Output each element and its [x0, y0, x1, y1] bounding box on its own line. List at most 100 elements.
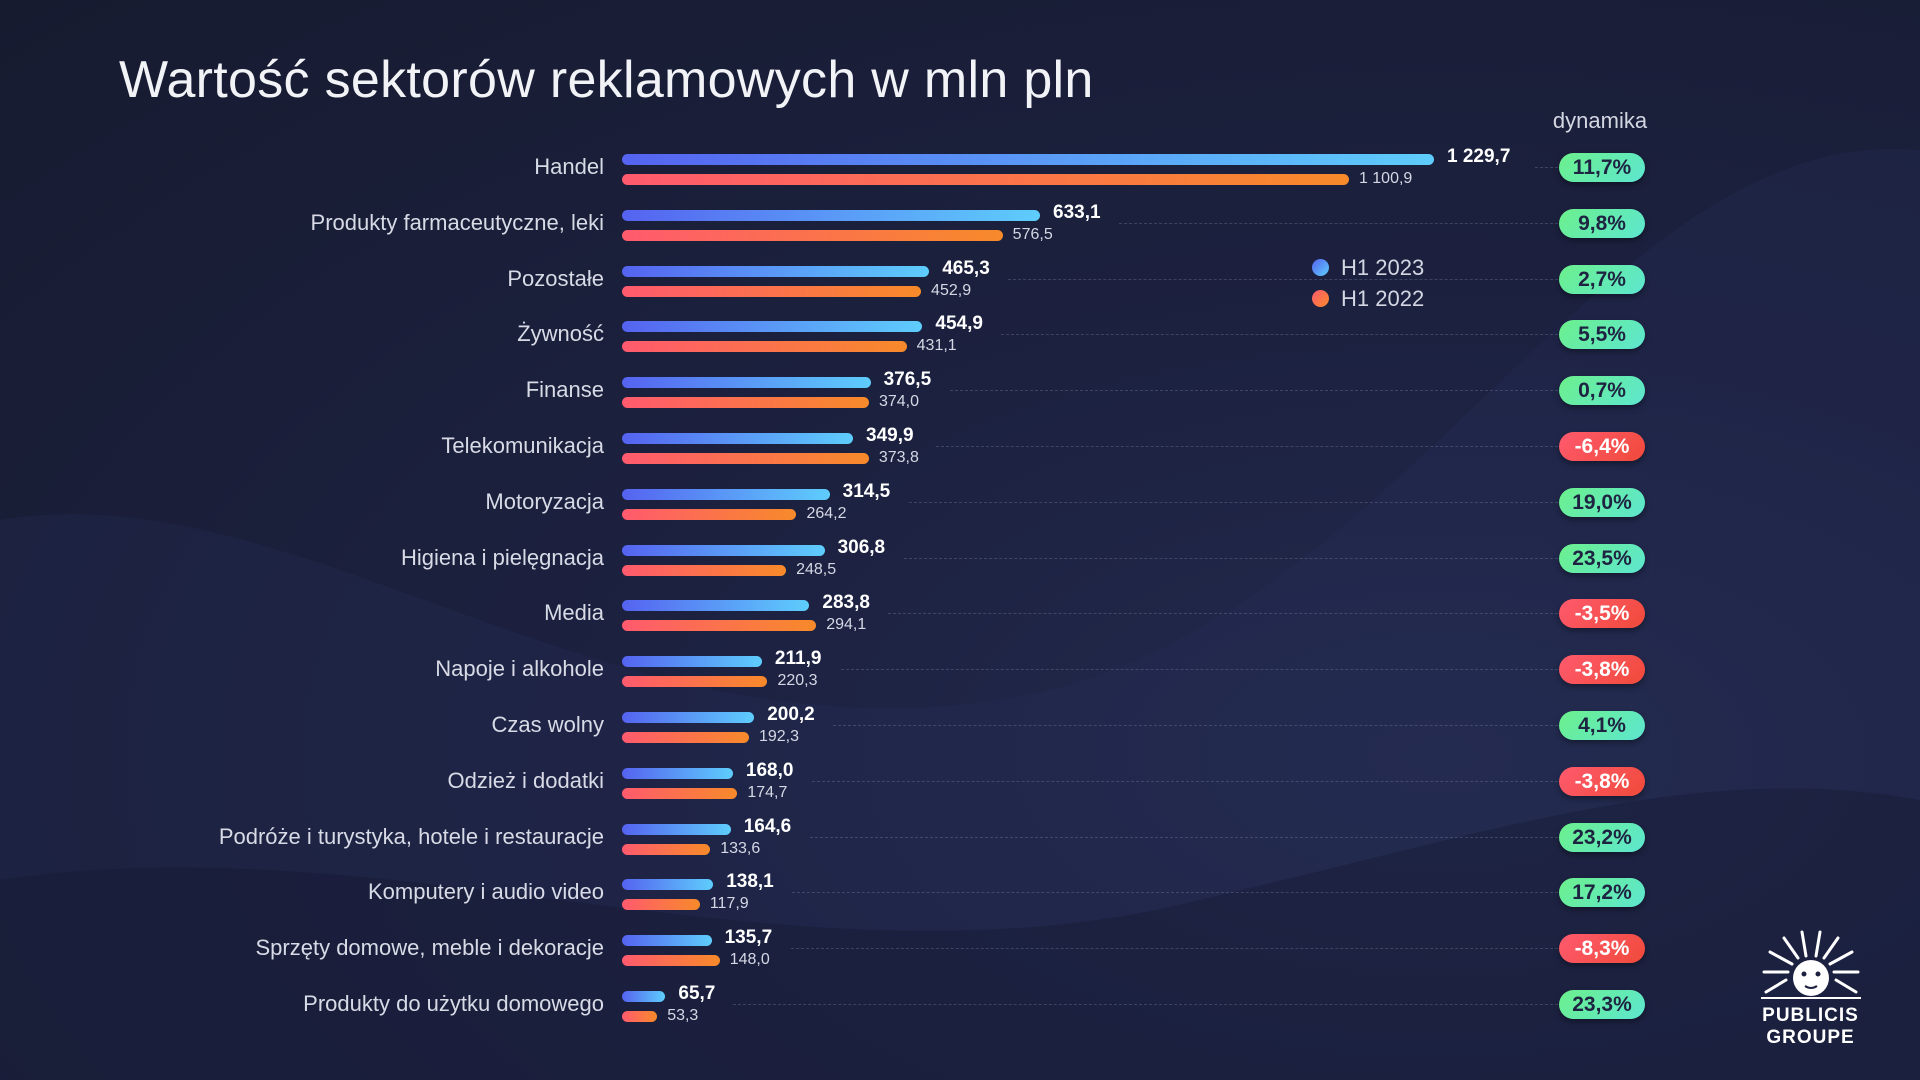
legend-label: H1 2023: [1341, 254, 1425, 280]
chart-row: Produkty do użytku domowego 65,7 53,3 23…: [0, 977, 1920, 1033]
value-label-h1-2022: 452,9: [931, 281, 972, 299]
legend-label: H1 2022: [1341, 285, 1425, 311]
value-label-h1-2022: 576,5: [1012, 225, 1053, 243]
row-guide-line: [833, 725, 1558, 726]
dynamics-badge: 23,5%: [1559, 543, 1645, 573]
category-label: Handel: [534, 154, 604, 179]
category-label: Czas wolny: [491, 712, 604, 737]
bar-h1-2022: [622, 564, 787, 576]
category-label: Żywność: [517, 321, 604, 347]
bar-h1-2022: [622, 787, 738, 799]
dynamics-badge: -8,3%: [1559, 934, 1645, 964]
value-label-h1-2023: 465,3: [942, 257, 990, 279]
category-label: Media: [544, 600, 604, 626]
category-label: Podróże i turystyka, hotele i restauracj…: [218, 823, 604, 849]
value-label-h1-2023: 164,6: [743, 815, 792, 837]
bar-h1-2022: [622, 174, 1349, 185]
chart-row: Motoryzacja 314,5 264,2 19,0%: [0, 475, 1920, 531]
logo-text-publicis: PUBLICIS: [1762, 1005, 1859, 1026]
dynamics-badge: 19,0%: [1559, 487, 1645, 517]
dynamics-badge: -3,8%: [1559, 766, 1645, 796]
chart-row: Higiena i pielęgnacja 306,8 248,5 23,5%: [0, 531, 1920, 587]
category-label: Pozostałe: [507, 265, 604, 291]
publicis-logo: PUBLICIS GROUPE: [1748, 930, 1873, 1049]
chart-row: Telekomunikacja 349,9 373,8 -6,4%: [0, 419, 1920, 475]
value-label-h1-2022: 264,2: [806, 504, 847, 522]
dynamics-header: dynamika: [1552, 108, 1648, 133]
row-guide-line: [1535, 167, 1558, 168]
bar-h1-2023: [622, 656, 762, 668]
chart-row: Czas wolny 200,2 192,3 4,1%: [0, 698, 1920, 754]
value-label-h1-2023: 65,7: [678, 983, 716, 1004]
bar-h1-2023: [622, 433, 854, 444]
bar-h1-2022: [622, 285, 922, 297]
category-label: Sprzęty domowe, meble i dekoracje: [255, 935, 605, 961]
bar-h1-2022: [622, 676, 768, 688]
dynamics-badge: 9,8%: [1559, 208, 1645, 238]
dynamics-badge: 4,1%: [1559, 711, 1645, 740]
row-guide-line: [888, 613, 1558, 615]
bar-h1-2022: [622, 341, 907, 353]
bar-h1-2023: [622, 321, 923, 333]
value-label-h1-2022: 373,8: [878, 449, 919, 466]
value-label-h1-2022: 220,3: [777, 672, 818, 690]
chart-row: Sprzęty domowe, meble i dekoracje 135,7 …: [0, 921, 1920, 977]
value-label-h1-2023: 454,9: [935, 313, 983, 335]
bar-h1-2022: [622, 732, 749, 743]
legend-item-h1-2023: H1 2023: [1312, 252, 1424, 283]
bar-h1-2023: [622, 488, 830, 500]
value-label-h1-2022: 1 100,9: [1358, 170, 1413, 187]
bar-h1-2023: [622, 600, 810, 612]
legend-marker: [1312, 290, 1329, 307]
dynamics-badge: -6,4%: [1559, 432, 1645, 461]
bar-h1-2023: [622, 879, 714, 891]
chart-title: Wartość sektorów reklamowych w mln pln: [119, 51, 1094, 109]
row-guide-line: [949, 390, 1558, 392]
row-guide-line: [733, 1004, 1558, 1005]
dynamics-badge: 0,7%: [1559, 376, 1645, 406]
dynamics-badge: 2,7%: [1559, 264, 1645, 294]
value-label-h1-2023: 135,7: [724, 927, 773, 949]
bar-h1-2023: [622, 823, 731, 835]
chart-row: Żywność 454,9 431,1 5,5%: [0, 307, 1920, 363]
category-label: Produkty do użytku domowego: [303, 991, 604, 1016]
category-label: Komputery i audio video: [367, 879, 604, 905]
bar-h1-2023: [622, 991, 666, 1002]
value-label-h1-2022: 117,9: [709, 895, 749, 913]
chart-row: Pozostałe 465,3 452,9 2,7%: [0, 252, 1920, 308]
bar-h1-2023: [622, 154, 1434, 165]
dynamics-badge: 17,2%: [1559, 878, 1645, 908]
row-guide-line: [1008, 278, 1558, 280]
dynamics-badge: 11,7%: [1559, 153, 1645, 182]
value-label-h1-2023: 283,8: [822, 592, 870, 614]
value-label-h1-2023: 211,9: [774, 648, 822, 670]
value-label-h1-2023: 349,9: [866, 425, 914, 446]
category-label: Motoryzacja: [485, 488, 604, 514]
lion-sun-icon: [1760, 930, 1861, 999]
value-label-h1-2023: 138,1: [726, 871, 774, 893]
row-guide-line: [903, 557, 1558, 559]
value-label-h1-2022: 174,7: [747, 783, 788, 801]
value-label-h1-2023: 314,5: [842, 480, 891, 502]
logo-text-groupe: GROUPE: [1766, 1027, 1855, 1048]
row-guide-line: [811, 780, 1558, 782]
bar-h1-2023: [622, 767, 733, 779]
bar-h1-2023: [622, 544, 825, 556]
value-label-h1-2022: 53,3: [667, 1007, 699, 1024]
value-label-h1-2023: 633,1: [1053, 201, 1101, 223]
chart-row: Komputery i audio video 138,1 117,9 17,2…: [0, 865, 1920, 921]
bar-h1-2022: [622, 620, 817, 632]
value-label-h1-2022: 248,5: [796, 560, 837, 578]
bar-h1-2023: [622, 209, 1041, 221]
bar-h1-2022: [622, 843, 711, 855]
dynamics-badge: 23,3%: [1559, 990, 1645, 1019]
bar-h1-2023: [622, 265, 930, 277]
legend-item-h1-2022: H1 2022: [1312, 283, 1424, 314]
chart-row: Napoje i alkohole 211,9 220,3 -3,8%: [0, 642, 1920, 698]
bar-h1-2022: [622, 397, 869, 409]
bar-h1-2022: [622, 899, 700, 911]
value-label-h1-2023: 1 229,7: [1447, 146, 1511, 167]
chart-row: Podróże i turystyka, hotele i restauracj…: [0, 810, 1920, 866]
bar-h1-2022: [622, 508, 797, 520]
value-label-h1-2023: 200,2: [767, 704, 815, 725]
